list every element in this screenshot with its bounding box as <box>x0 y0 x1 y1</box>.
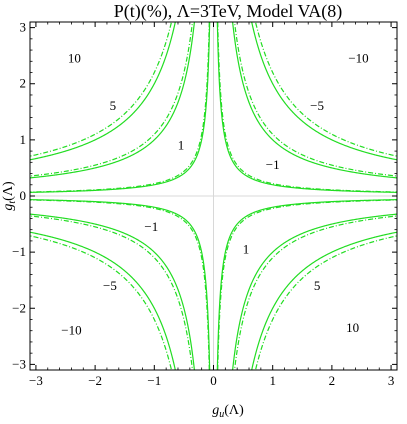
contour-labels: 10 5 1 −10 −5 −1 −1 1 −5 5 −10 10 <box>61 50 368 337</box>
x-axis-label-main: g <box>212 403 219 418</box>
contour-label: 1 <box>243 241 250 256</box>
contour-line-level-10-dashed-pos-left <box>30 235 173 370</box>
contour-line-level-10-solid-neg-left <box>30 22 176 161</box>
contour-line-level-1-solid-pos-right <box>216 22 397 193</box>
contour-line-level-1-dashed-neg-right <box>217 199 397 370</box>
contour-label: −5 <box>310 98 324 113</box>
chart-title: P(t)(%), Λ=3TeV, Model VA(8) <box>114 1 342 22</box>
x-axis-label: gu(Λ) <box>212 403 244 419</box>
y-tick-label: −2 <box>12 300 26 315</box>
y-tick-label: 1 <box>20 132 27 147</box>
contour-line-level-10-dashed-neg-right <box>254 235 397 370</box>
y-axis-label: gt(Λ) <box>1 181 18 211</box>
contour-line-level-10-solid-neg-right <box>251 231 397 370</box>
x-tick-label: −1 <box>147 373 161 388</box>
contour-line-level-1-solid-neg-left <box>30 22 211 193</box>
y-tick-label: −3 <box>12 356 26 371</box>
zero-axes <box>30 22 397 370</box>
x-axis-ticks: −3 −2 −1 0 1 2 3 <box>29 22 394 388</box>
contour-line-level-5-solid-pos-left <box>30 213 196 370</box>
contour-line-level-5-dashed-pos-left <box>30 215 194 370</box>
y-axis-label-main: g <box>1 204 16 211</box>
contour-line-level-5-solid-pos-right <box>231 22 397 179</box>
contour-line-level-1-solid-neg-right <box>216 199 397 370</box>
contour-line-level-1-dashed-pos-right <box>217 22 397 193</box>
contour-label: −10 <box>61 323 81 338</box>
y-axis-label-sub: t <box>7 201 18 204</box>
y-axis-label-tail: (Λ) <box>1 181 16 201</box>
contour-label: 10 <box>346 320 359 335</box>
x-tick-label: 0 <box>210 373 217 388</box>
contour-line-level-1-solid-pos-left <box>30 199 211 370</box>
contour-line-level-5-dashed-neg-right <box>233 215 397 370</box>
y-tick-label: 3 <box>20 20 27 35</box>
y-tick-label: 2 <box>20 76 27 91</box>
contour-label: 5 <box>110 98 117 113</box>
x-axis-label-sub: u <box>219 409 224 419</box>
contour-lines <box>30 22 397 370</box>
contour-line-level-5-dashed-pos-right <box>233 22 397 177</box>
x-tick-label: 3 <box>388 373 395 388</box>
y-tick-label: −1 <box>12 244 26 259</box>
contour-line-level-5-solid-neg-left <box>30 22 196 179</box>
contour-line-level-10-solid-pos-right <box>251 22 397 161</box>
contour-line-level-5-dashed-neg-left <box>30 22 194 177</box>
x-tick-label: 2 <box>329 373 336 388</box>
contour-line-level-1-dashed-pos-left <box>30 199 210 370</box>
contour-label: 10 <box>68 50 81 65</box>
contour-label: 5 <box>314 278 321 293</box>
contour-line-level-10-dashed-neg-left <box>30 22 173 157</box>
contour-label: −10 <box>348 50 368 65</box>
contour-label: 1 <box>178 137 185 152</box>
x-axis-label-tail: (Λ) <box>224 403 244 418</box>
contour-label: −1 <box>266 157 280 172</box>
y-tick-label: 0 <box>20 188 27 203</box>
x-tick-label: −2 <box>88 373 102 388</box>
contour-label: −1 <box>144 219 158 234</box>
contour-line-level-10-dashed-pos-right <box>254 22 397 157</box>
x-tick-label: 1 <box>269 373 276 388</box>
x-tick-label: −3 <box>29 373 43 388</box>
contour-line-level-1-dashed-neg-left <box>30 22 210 193</box>
contour-label: −5 <box>103 278 117 293</box>
contour-line-level-10-solid-pos-left <box>30 231 176 370</box>
contour-line-level-5-solid-neg-right <box>231 213 397 370</box>
